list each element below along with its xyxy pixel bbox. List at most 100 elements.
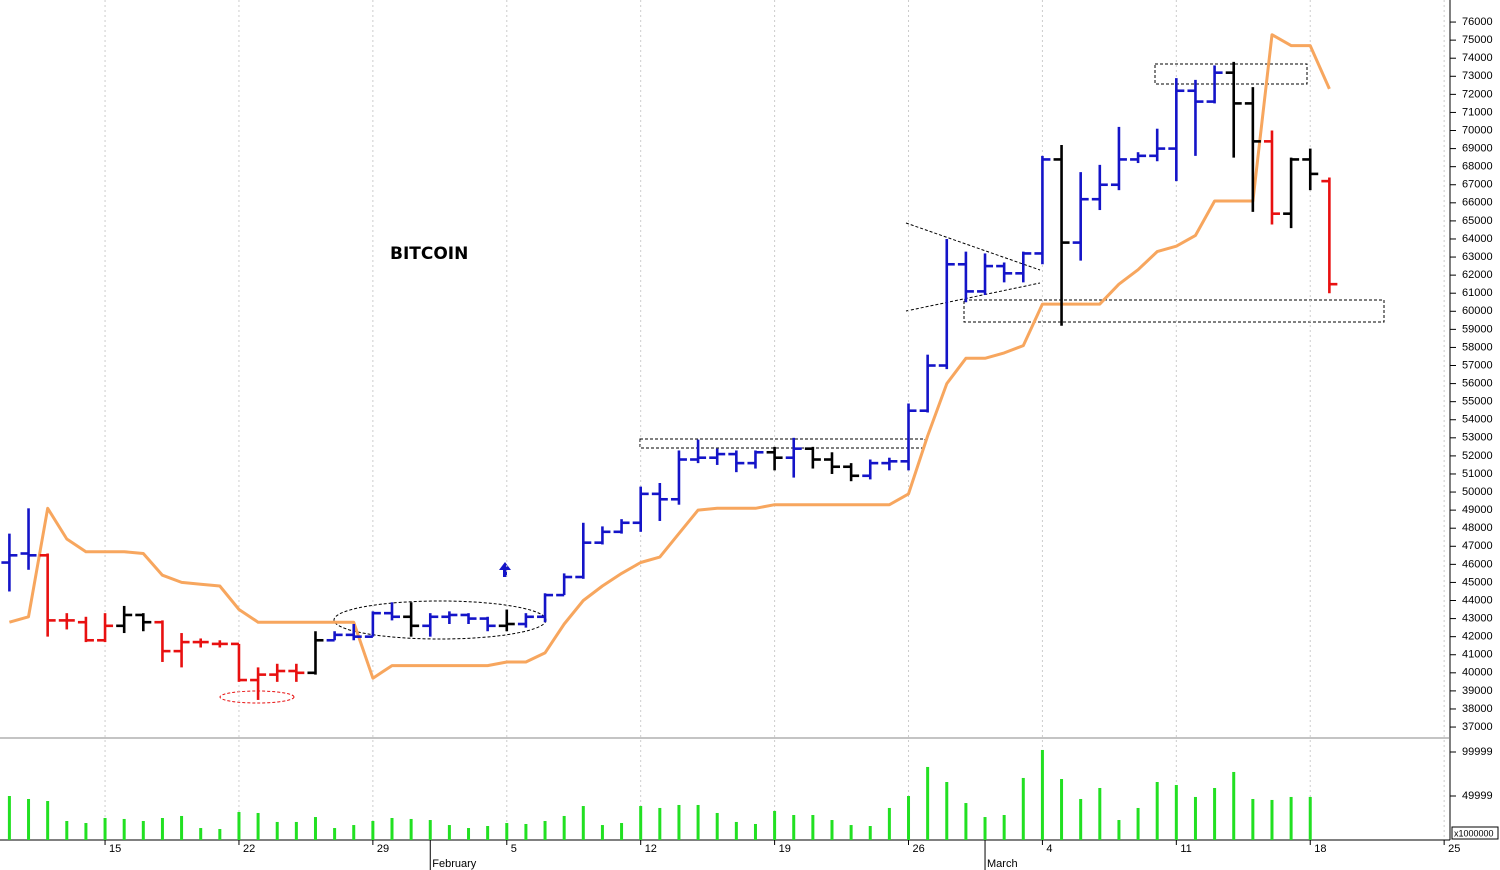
volume-bar <box>352 825 356 840</box>
volume-bar <box>715 812 719 840</box>
y-tick-label: 59000 <box>1462 323 1493 335</box>
volume-bar <box>562 815 566 840</box>
annotations <box>219 63 1385 704</box>
y-tick-label: 67000 <box>1462 179 1493 191</box>
x-tick-label: 18 <box>1314 843 1326 855</box>
y-tick-label: 48000 <box>1462 522 1493 534</box>
y-tick-label: 54000 <box>1462 414 1493 426</box>
volume-bar <box>46 801 50 840</box>
volume-bar <box>1251 798 1255 840</box>
y-tick-label: 44000 <box>1462 594 1493 606</box>
volume-bar <box>983 817 987 840</box>
volume-tick-label: 99999 <box>1462 746 1493 758</box>
volume-bar <box>600 825 604 840</box>
volume-bar <box>7 795 11 840</box>
y-tick-label: 49000 <box>1462 504 1493 516</box>
range-box <box>963 299 1385 323</box>
triangle-line <box>905 222 1041 271</box>
y-tick-label: 76000 <box>1462 16 1493 28</box>
y-tick-label: 66000 <box>1462 197 1493 209</box>
volume-bar <box>390 817 394 840</box>
volume-bar <box>677 804 681 840</box>
signal-arrow <box>499 562 511 577</box>
volume-bar <box>1232 771 1236 840</box>
volume-bar <box>543 820 547 840</box>
volume-bar <box>1098 787 1102 840</box>
x-tick-label: 4 <box>1046 843 1052 855</box>
y-tick-label: 61000 <box>1462 287 1493 299</box>
y-tick-label: 43000 <box>1462 612 1493 624</box>
x-tick-label: 15 <box>109 843 121 855</box>
x-tick-label: 29 <box>377 843 389 855</box>
y-tick-label: 50000 <box>1462 486 1493 498</box>
volume-bar <box>1289 796 1293 840</box>
volume-bar <box>122 818 126 840</box>
volume-bar <box>103 817 107 840</box>
volume-bar <box>447 825 451 840</box>
volume-bar <box>830 820 834 840</box>
volume-bar <box>1002 815 1006 840</box>
x-tick-label: 19 <box>779 843 791 855</box>
volume-bar <box>65 820 69 840</box>
trailing-line <box>8 33 1331 680</box>
volume-bar <box>581 806 585 840</box>
volume-bar <box>160 817 164 840</box>
y-tick-label: 37000 <box>1462 721 1493 733</box>
y-tick-label: 46000 <box>1462 558 1493 570</box>
x-tick-label: 11 <box>1180 843 1191 855</box>
volume-bar <box>620 823 624 840</box>
volume-bar <box>1308 796 1312 840</box>
volume-bar <box>294 821 298 840</box>
y-tick-label: 58000 <box>1462 341 1493 353</box>
volume-bar <box>773 810 777 840</box>
volume-bar <box>792 815 796 840</box>
y-tick-label: 63000 <box>1462 251 1493 263</box>
volume-bar <box>926 766 930 840</box>
volume-bar <box>1136 807 1140 840</box>
y-tick-label: 55000 <box>1462 396 1493 408</box>
y-tick-label: 56000 <box>1462 377 1493 389</box>
y-tick-label: 72000 <box>1462 88 1493 100</box>
volume-bar <box>1021 777 1025 840</box>
x-tick-label: 26 <box>913 843 925 855</box>
volume-bar <box>199 828 203 840</box>
range-box <box>639 438 926 449</box>
unit-box <box>1451 826 1499 840</box>
volume-bar <box>505 823 509 840</box>
volume-bar <box>868 826 872 840</box>
volume-bar <box>639 806 643 840</box>
volume-bar <box>524 823 528 840</box>
y-tick-label: 64000 <box>1462 233 1493 245</box>
volume-bar <box>1117 820 1121 840</box>
volume-bar <box>275 821 279 840</box>
volume-bar <box>141 820 145 840</box>
y-tick-label: 42000 <box>1462 631 1493 643</box>
low-ellipse <box>219 690 295 704</box>
volume-bar <box>371 820 375 840</box>
volume-bar <box>964 803 968 840</box>
y-tick-label: 65000 <box>1462 215 1493 227</box>
y-tick-label: 57000 <box>1462 359 1493 371</box>
volume-bar <box>1270 799 1274 840</box>
volume-bar <box>658 807 662 840</box>
y-tick-label: 60000 <box>1462 305 1493 317</box>
volume-bar <box>428 820 432 840</box>
y-tick-label: 51000 <box>1462 468 1493 480</box>
volume-bar <box>1193 796 1197 840</box>
y-tick-label: 47000 <box>1462 540 1493 552</box>
y-tick-label: 52000 <box>1462 450 1493 462</box>
volume-bar <box>696 804 700 840</box>
y-tick-label: 71000 <box>1462 106 1493 118</box>
volume-tick-label: 49999 <box>1462 790 1493 802</box>
y-tick-label: 74000 <box>1462 52 1493 64</box>
y-tick-label: 53000 <box>1462 432 1493 444</box>
triangle-line <box>905 282 1041 312</box>
volume-bar <box>811 815 815 840</box>
volume-bar <box>313 817 317 840</box>
volume-bar <box>333 828 337 840</box>
volume-bar <box>1155 782 1159 840</box>
volume-bar <box>467 828 471 840</box>
volume-bar <box>409 818 413 840</box>
volume-bar <box>1174 784 1178 840</box>
